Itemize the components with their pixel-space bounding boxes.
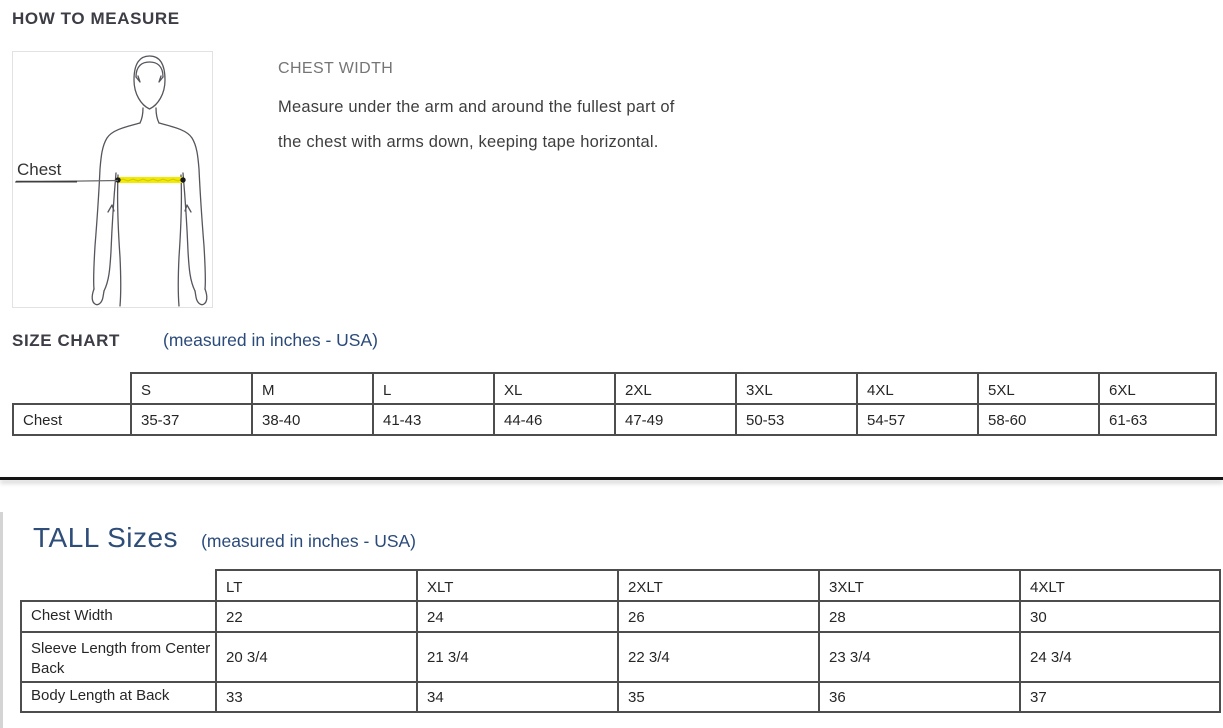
chest-width-3xlt: 28 bbox=[818, 600, 1021, 633]
col-header-4xl: 4XL bbox=[856, 372, 979, 405]
body-length-lt: 33 bbox=[215, 681, 418, 713]
chest-width-lt: 22 bbox=[215, 600, 418, 633]
instruction-text: Measure under the arm and around the ful… bbox=[278, 98, 675, 151]
sleeve-length-4xlt: 24 3/4 bbox=[1019, 631, 1221, 683]
row-label-body-length: Body Length at Back bbox=[20, 681, 217, 713]
chest-value-3xl: 50-53 bbox=[735, 403, 858, 436]
col-header-5xl: 5XL bbox=[977, 372, 1100, 405]
chest-value-l: 41-43 bbox=[372, 403, 495, 436]
chest-figure-label: Chest bbox=[17, 160, 62, 179]
chest-value-s: 35-37 bbox=[130, 403, 253, 436]
col-header-3xlt: 3XLT bbox=[818, 569, 1021, 602]
tall-sleeve-length-row: Sleeve Length from Center Back 20 3/4 21… bbox=[20, 631, 1221, 683]
page-title: HOW TO MEASURE bbox=[12, 9, 180, 28]
chest-width-4xlt: 30 bbox=[1019, 600, 1221, 633]
col-header-3xl: 3XL bbox=[735, 372, 858, 405]
sleeve-length-xlt: 21 3/4 bbox=[416, 631, 619, 683]
chest-width-2xlt: 26 bbox=[617, 600, 820, 633]
size-chart-title: SIZE CHART bbox=[12, 331, 120, 350]
tall-sizes-section: TALL Sizes (measured in inches - USA) LT… bbox=[0, 512, 1223, 728]
body-length-3xlt: 36 bbox=[818, 681, 1021, 713]
corner-cell bbox=[13, 373, 131, 404]
measurement-figure: Chest bbox=[12, 51, 213, 308]
chest-value-xl: 44-46 bbox=[493, 403, 616, 436]
size-chart-subtitle: (measured in inches - USA) bbox=[163, 330, 378, 350]
corner-cell bbox=[21, 570, 216, 601]
section-divider bbox=[0, 477, 1223, 480]
size-chart-header-row: S M L XL 2XL 3XL 4XL 5XL 6XL bbox=[13, 372, 1217, 405]
row-label-chest-width: Chest Width bbox=[20, 600, 217, 633]
col-header-4xlt: 4XLT bbox=[1019, 569, 1221, 602]
col-header-2xlt: 2XLT bbox=[617, 569, 820, 602]
col-header-m: M bbox=[251, 372, 374, 405]
tall-chest-width-row: Chest Width 22 24 26 28 30 bbox=[20, 600, 1221, 633]
col-header-2xl: 2XL bbox=[614, 372, 737, 405]
tall-sizes-header: TALL Sizes (measured in inches - USA) bbox=[33, 522, 416, 554]
col-header-l: L bbox=[372, 372, 495, 405]
sleeve-length-2xlt: 22 3/4 bbox=[617, 631, 820, 683]
tall-sizes-title: TALL Sizes bbox=[33, 522, 179, 553]
size-chart-table: S M L XL 2XL 3XL 4XL 5XL 6XL Chest 35-37… bbox=[12, 372, 1217, 436]
size-chart-header: SIZE CHART (measured in inches - USA) bbox=[12, 330, 378, 351]
chest-value-4xl: 54-57 bbox=[856, 403, 979, 436]
chest-value-m: 38-40 bbox=[251, 403, 374, 436]
sleeve-length-lt: 20 3/4 bbox=[215, 631, 418, 683]
sleeve-length-3xlt: 23 3/4 bbox=[818, 631, 1021, 683]
tall-sizes-subtitle: (measured in inches - USA) bbox=[201, 531, 417, 551]
instruction-block: CHEST WIDTH Measure under the arm and ar… bbox=[278, 60, 698, 160]
tall-header-row: LT XLT 2XLT 3XLT 4XLT bbox=[21, 569, 1221, 602]
instruction-title: CHEST WIDTH bbox=[278, 60, 394, 77]
band-left-endpoint bbox=[115, 177, 121, 183]
chest-value-2xl: 47-49 bbox=[614, 403, 737, 436]
body-length-4xlt: 37 bbox=[1019, 681, 1221, 713]
chest-value-5xl: 58-60 bbox=[977, 403, 1100, 436]
chest-width-xlt: 24 bbox=[416, 600, 619, 633]
band-right-endpoint bbox=[180, 177, 186, 183]
body-length-xlt: 34 bbox=[416, 681, 619, 713]
col-header-xlt: XLT bbox=[416, 569, 619, 602]
row-label-sleeve-length: Sleeve Length from Center Back bbox=[20, 631, 217, 683]
col-header-6xl: 6XL bbox=[1098, 372, 1217, 405]
chest-value-6xl: 61-63 bbox=[1098, 403, 1217, 436]
size-chart-chest-row: Chest 35-37 38-40 41-43 44-46 47-49 50-5… bbox=[12, 403, 1217, 436]
tall-body-length-row: Body Length at Back 33 34 35 36 37 bbox=[20, 681, 1221, 713]
body-length-2xlt: 35 bbox=[617, 681, 820, 713]
col-header-s: S bbox=[130, 372, 253, 405]
body-outline-illustration: Chest bbox=[14, 55, 208, 307]
tall-sizes-table: LT XLT 2XLT 3XLT 4XLT Chest Width 22 24 … bbox=[20, 569, 1221, 713]
col-header-xl: XL bbox=[493, 372, 616, 405]
row-label-chest: Chest bbox=[12, 403, 132, 436]
measure-tape-zigzag bbox=[117, 178, 184, 182]
col-header-lt: LT bbox=[215, 569, 418, 602]
